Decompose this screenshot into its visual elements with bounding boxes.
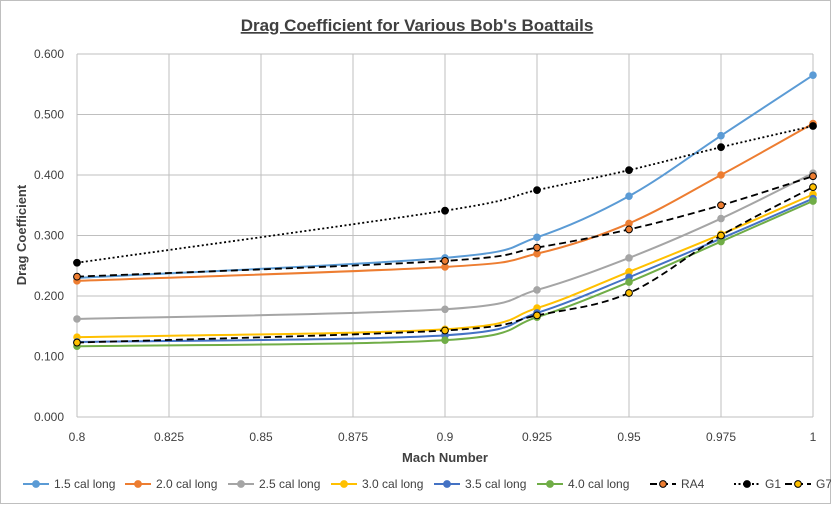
- x-tick-label: 0.825: [154, 430, 184, 444]
- y-tick-label: 0.200: [34, 289, 64, 303]
- data-point-g7: [625, 289, 633, 297]
- legend-label-1-5-cal-long: 1.5 cal long: [54, 477, 115, 491]
- legend-label-4-0-cal-long: 4.0 cal long: [568, 477, 629, 491]
- data-point-2-5-cal-long: [441, 305, 449, 314]
- data-point-2-5-cal-long: [73, 315, 81, 323]
- data-point-ra4: [533, 243, 541, 252]
- data-point-g7: [533, 311, 541, 320]
- x-tick-label: 1: [810, 430, 817, 444]
- legend-marker-ra4: [659, 480, 667, 488]
- legend-marker-3-5-cal-long: [443, 480, 451, 488]
- y-tick-label: 0.000: [34, 410, 64, 424]
- x-axis-title: Mach Number: [402, 450, 488, 465]
- legend-marker-g1: [743, 480, 751, 488]
- data-point-g7: [717, 231, 725, 240]
- y-tick-label: 0.400: [34, 168, 64, 182]
- legend-marker-g7: [794, 480, 802, 488]
- legend-marker-3-0-cal-long: [340, 480, 348, 488]
- x-tick-label: 0.95: [617, 430, 641, 444]
- data-point-ra4: [73, 272, 81, 281]
- data-point-2-5-cal-long: [717, 214, 725, 223]
- x-tick-label: 0.875: [338, 430, 368, 444]
- data-point-4-0-cal-long: [809, 197, 817, 205]
- data-point-g1: [533, 186, 541, 195]
- x-tick-label: 0.9: [437, 430, 454, 444]
- data-point-g7: [73, 338, 81, 347]
- x-tick-label: 0.975: [706, 430, 736, 444]
- x-tick-label: 0.925: [522, 430, 552, 444]
- legend-label-2-0-cal-long: 2.0 cal long: [156, 477, 217, 491]
- data-point-2-0-cal-long: [717, 171, 725, 179]
- legend-marker-2-0-cal-long: [134, 480, 142, 488]
- legend-label-g7: G7: [816, 477, 831, 491]
- data-point-1-5-cal-long: [809, 71, 817, 79]
- x-tick-label: 0.85: [249, 430, 273, 444]
- y-tick-label: 0.300: [34, 229, 64, 243]
- legend-marker-4-0-cal-long: [546, 480, 554, 488]
- data-point-g1: [441, 206, 449, 215]
- y-tick-label: 0.500: [34, 108, 64, 122]
- data-point-ra4: [625, 225, 633, 234]
- legend-label-g1: G1: [765, 477, 781, 491]
- legend-marker-1-5-cal-long: [32, 480, 40, 488]
- data-point-2-5-cal-long: [625, 254, 633, 262]
- data-point-1-5-cal-long: [625, 192, 633, 200]
- y-tick-label: 0.600: [34, 47, 64, 61]
- data-point-ra4: [809, 172, 817, 181]
- data-point-ra4: [441, 257, 449, 265]
- data-point-ra4: [717, 201, 725, 210]
- legend-label-ra4: RA4: [681, 477, 705, 491]
- data-point-g1: [73, 258, 81, 267]
- x-tick-label: 0.8: [69, 430, 86, 444]
- legend-label-3-5-cal-long: 3.5 cal long: [465, 477, 526, 491]
- chart-title: Drag Coefficient for Various Bob's Boatt…: [241, 16, 594, 35]
- data-point-4-0-cal-long: [625, 278, 633, 286]
- data-point-4-0-cal-long: [441, 336, 449, 344]
- legend-label-3-0-cal-long: 3.0 cal long: [362, 477, 423, 491]
- data-point-g1: [809, 122, 817, 130]
- data-point-1-5-cal-long: [533, 233, 541, 242]
- data-point-g1: [625, 166, 633, 175]
- data-point-g7: [809, 183, 817, 192]
- data-point-1-5-cal-long: [717, 131, 725, 140]
- legend-label-2-5-cal-long: 2.5 cal long: [259, 477, 320, 491]
- y-tick-label: 0.100: [34, 350, 64, 364]
- data-point-g1: [717, 143, 725, 152]
- y-axis-title: Drag Coefficient: [14, 184, 29, 285]
- legend-marker-2-5-cal-long: [237, 480, 245, 488]
- data-point-g7: [441, 326, 449, 335]
- data-point-2-5-cal-long: [533, 286, 541, 294]
